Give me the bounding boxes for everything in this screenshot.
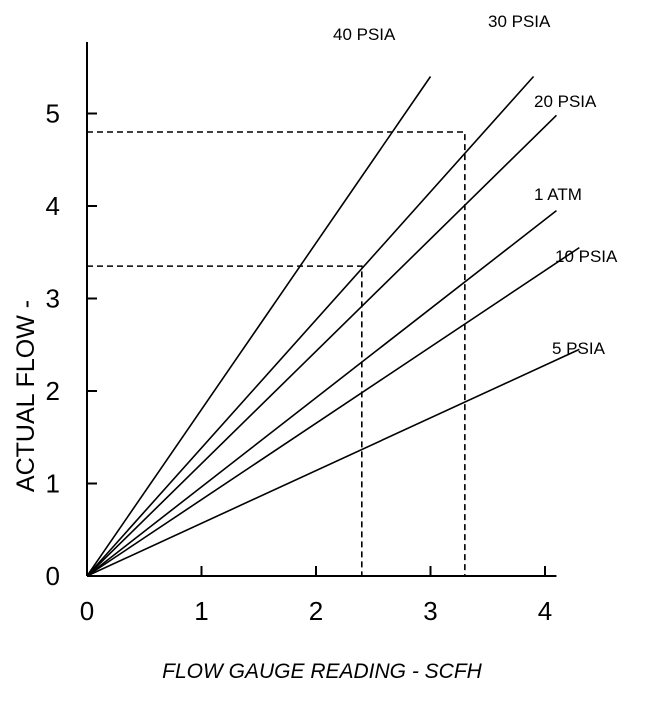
- x-tick-label: 4: [538, 596, 552, 626]
- tick-marks: 0 1 2 3 4 0 1 2 3 4 5: [46, 99, 553, 627]
- series-labels: 40 PSIA 30 PSIA 20 PSIA 1 ATM 10 PSIA 5 PSIA: [333, 12, 618, 358]
- series-line: [86, 348, 580, 577]
- series-label: 5 PSIA: [552, 339, 606, 358]
- reference-guide: [87, 131, 466, 576]
- y-tick-label: 4: [46, 191, 60, 221]
- x-tick-label: 3: [423, 596, 437, 626]
- x-tick-label: 0: [80, 596, 94, 626]
- y-tick-label: 2: [46, 376, 60, 406]
- y-tick-label: 0: [46, 561, 60, 591]
- reference-lines: [87, 131, 466, 576]
- y-tick-label: 1: [46, 469, 60, 499]
- x-tick-label: 1: [194, 596, 208, 626]
- series-line: [86, 75, 535, 577]
- series-label: 20 PSIA: [534, 92, 597, 111]
- y-tick-label: 5: [46, 99, 60, 129]
- x-tick-label: 2: [309, 596, 323, 626]
- series-line: [86, 209, 557, 577]
- reference-guide: [87, 265, 363, 576]
- y-tick-label: 3: [46, 284, 60, 314]
- series-label: 10 PSIA: [555, 247, 618, 266]
- x-axis-title: FLOW GAUGE READING - SCFH: [162, 660, 483, 683]
- series-label: 30 PSIA: [488, 12, 551, 31]
- series-label: 40 PSIA: [333, 25, 396, 44]
- axes: [86, 42, 557, 577]
- series-line: [86, 246, 580, 577]
- series-label: 1 ATM: [534, 185, 582, 204]
- series-lines: [86, 75, 580, 577]
- series-line: [86, 76, 432, 577]
- y-axis-title: ACTUAL FLOW -: [12, 300, 40, 492]
- series-line: [86, 114, 558, 577]
